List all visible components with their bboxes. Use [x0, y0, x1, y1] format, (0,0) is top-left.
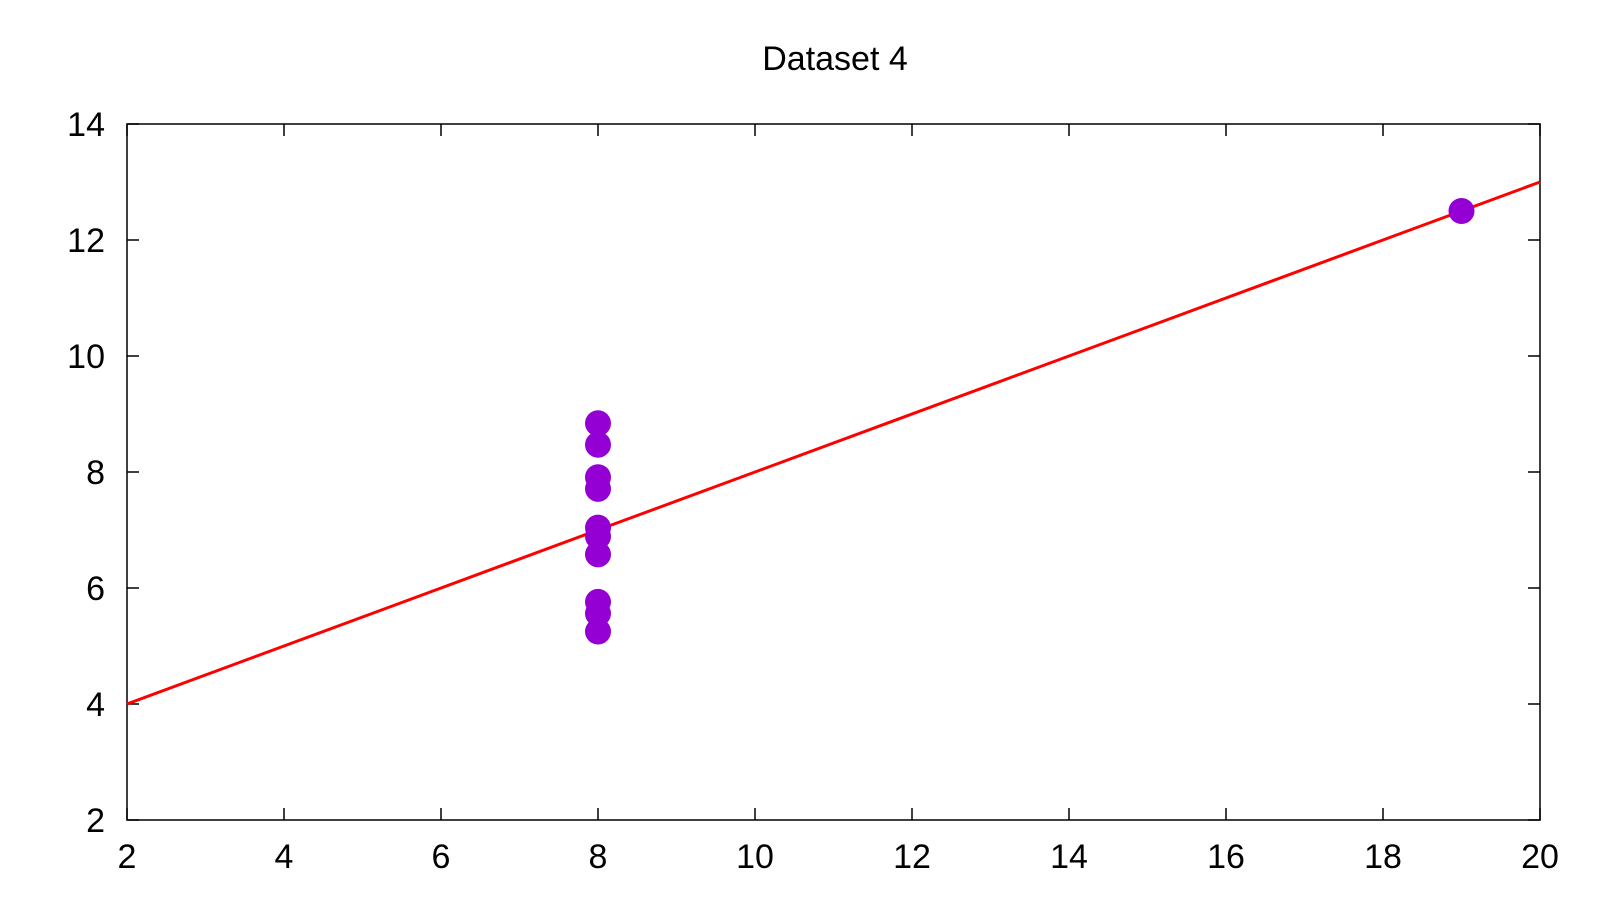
data-point [585, 431, 611, 458]
x-tick: 8 [589, 124, 608, 876]
y-tick-label: 4 [86, 686, 105, 724]
data-point [585, 541, 611, 568]
y-tick: 6 [86, 570, 1540, 608]
y-tick: 14 [67, 106, 1540, 144]
y-tick: 4 [86, 686, 1540, 724]
y-tick-label: 10 [67, 338, 105, 376]
x-tick-label: 2 [118, 838, 137, 876]
y-tick: 8 [86, 454, 1540, 492]
x-tick-label: 18 [1364, 838, 1402, 876]
x-tick-label: 12 [893, 838, 931, 876]
y-tick-label: 8 [86, 454, 105, 492]
x-tick: 4 [275, 124, 294, 876]
plot-frame [126, 123, 1541, 821]
x-tick-label: 16 [1207, 838, 1245, 876]
data-point [585, 618, 611, 645]
x-tick: 14 [1050, 124, 1088, 876]
x-tick: 12 [893, 124, 931, 876]
y-tick-label: 12 [67, 222, 105, 260]
y-tick-label: 14 [67, 106, 105, 144]
x-tick: 6 [432, 124, 451, 876]
y-tick: 10 [67, 338, 1540, 376]
data-point [585, 464, 611, 491]
x-tick: 16 [1207, 124, 1245, 876]
data-point [585, 523, 611, 550]
x-tick-label: 14 [1050, 838, 1088, 876]
y-tick: 12 [67, 222, 1540, 260]
y-tick: 2 [86, 802, 1540, 840]
data-point [1448, 198, 1475, 224]
data-point [585, 600, 611, 627]
chart-title: Dataset 4 [762, 40, 908, 78]
data-point [585, 410, 611, 437]
regression-line [126, 180, 1541, 706]
series-layer [126, 180, 1541, 706]
x-tick: 20 [1521, 124, 1559, 876]
x-tick-label: 6 [432, 838, 451, 876]
x-tick-label: 8 [589, 838, 608, 876]
x-tick-label: 10 [736, 838, 774, 876]
x-tick-label: 4 [275, 838, 294, 876]
x-tick: 10 [736, 124, 774, 876]
x-tick: 2 [118, 124, 137, 876]
x-tick-label: 20 [1521, 838, 1559, 876]
x-tick: 18 [1364, 124, 1402, 876]
y-tick-label: 2 [86, 802, 105, 840]
y-axis: 2 4 6 8 10 12 14 [67, 106, 1540, 840]
y-tick-label: 6 [86, 570, 105, 608]
x-axis: 2 4 6 8 10 12 14 16 18 20 [118, 124, 1559, 876]
